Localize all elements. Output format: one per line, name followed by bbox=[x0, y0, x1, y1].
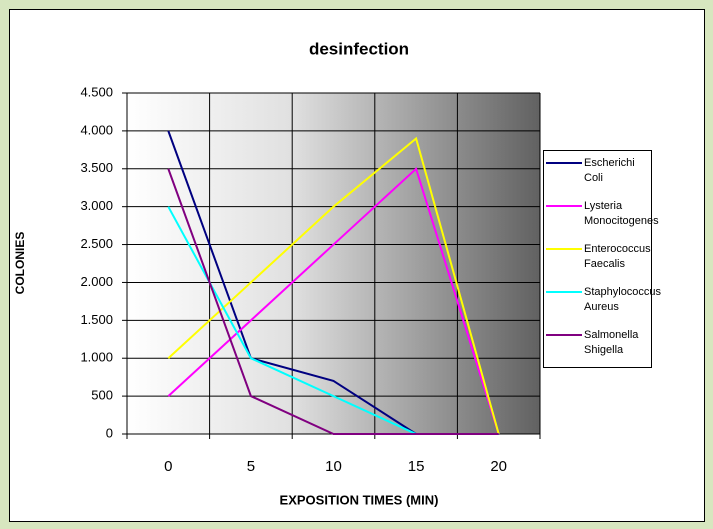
legend-swatch bbox=[546, 248, 582, 250]
legend-entry: Enterococcus Faecalis bbox=[546, 242, 651, 285]
y-tick-label: 4.500 bbox=[80, 84, 113, 99]
legend-label: Salmonella Shigella bbox=[584, 329, 639, 356]
legend-label: Staphylococcus Aureus bbox=[584, 286, 662, 313]
legend-swatch bbox=[546, 205, 582, 207]
series-line bbox=[167, 168, 499, 435]
legend-entry: Escherichi Coli bbox=[546, 156, 651, 199]
y-tick-label: 0 bbox=[106, 425, 113, 440]
y-tick-label: 3.500 bbox=[80, 160, 113, 175]
y-tick-label: 4.000 bbox=[80, 122, 113, 137]
y-tick-label: 500 bbox=[91, 388, 113, 403]
legend-label: Escherichi Coli bbox=[584, 157, 635, 184]
legend-entry: Staphylococcus Aureus bbox=[546, 285, 662, 328]
plot-area bbox=[127, 93, 540, 434]
legend-label: Lysteria Monocitogenes bbox=[584, 200, 659, 227]
legend-swatch bbox=[546, 291, 582, 293]
y-tick-label: 3.000 bbox=[80, 198, 113, 213]
y-tick-label: 1.000 bbox=[80, 350, 113, 365]
x-tick-label: 10 bbox=[325, 458, 342, 475]
legend: Escherichi Coli Lysteria Monocitogenes Ent… bbox=[543, 150, 662, 371]
y-tick-label: 2.000 bbox=[80, 274, 113, 289]
x-tick-label: 0 bbox=[164, 458, 172, 475]
x-axis-label: EXPOSITION TIMES (MIN) bbox=[280, 492, 439, 507]
y-tick-label: 2.500 bbox=[80, 236, 113, 251]
legend-entry: Salmonella Shigella bbox=[546, 328, 651, 371]
x-tick-label: 15 bbox=[408, 458, 425, 475]
legend-swatch bbox=[546, 334, 582, 336]
y-tick-label: 1.500 bbox=[80, 312, 113, 327]
x-tick-label: 5 bbox=[247, 458, 255, 475]
legend-swatch bbox=[546, 162, 582, 164]
legend-label: Enterococcus Faecalis bbox=[584, 243, 651, 270]
x-tick-label: 20 bbox=[490, 458, 507, 475]
series-line bbox=[167, 166, 500, 435]
y-axis-label: COLONIES bbox=[13, 232, 27, 295]
chart-title: desinfection bbox=[309, 39, 409, 58]
legend-entry: Lysteria Monocitogenes bbox=[546, 199, 659, 242]
